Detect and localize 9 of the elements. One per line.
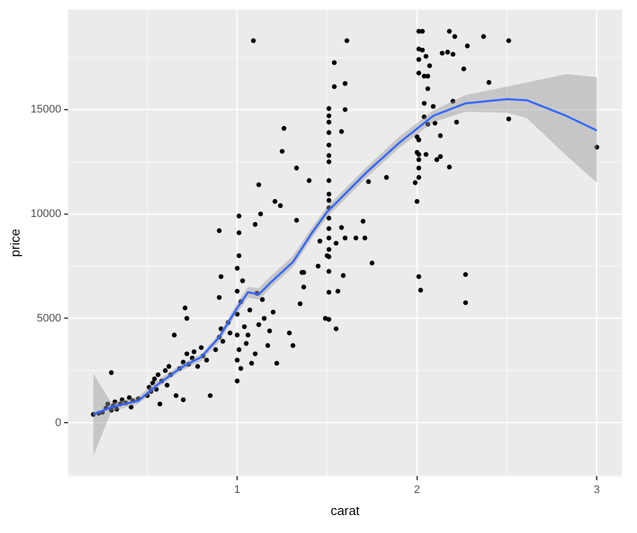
y-tick-label: 5000 [36, 312, 62, 324]
y-tick-label: 10000 [30, 208, 62, 220]
x-axis-title: carat [330, 502, 360, 518]
y-axis-title: price [7, 228, 22, 257]
x-tick-label: 3 [594, 484, 600, 496]
x-tick-label: 1 [234, 484, 240, 496]
x-tick-label: 2 [414, 484, 420, 496]
y-tick-label: 15000 [30, 104, 62, 116]
y-tick-label: 0 [55, 416, 62, 429]
